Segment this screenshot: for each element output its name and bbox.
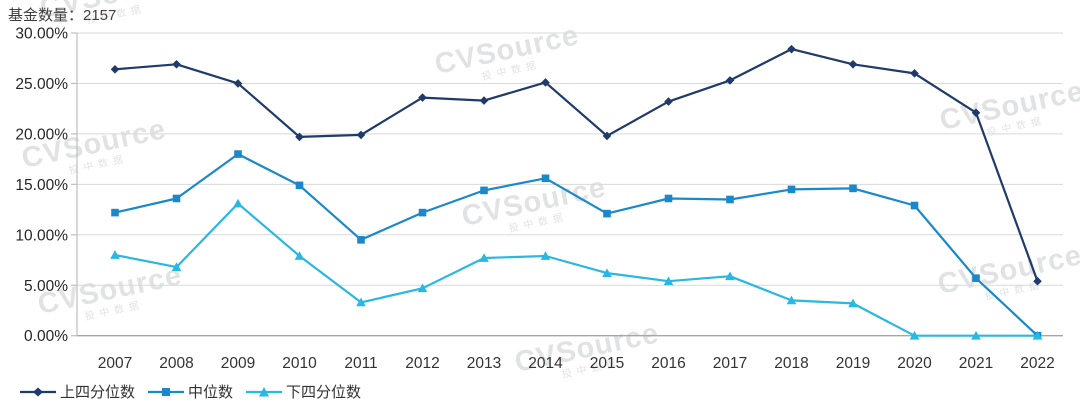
data-point-upper-quartile <box>848 59 858 69</box>
data-point-lower-quartile <box>294 251 305 260</box>
x-tick-label: 2009 <box>221 355 255 372</box>
data-point-lower-quartile <box>356 297 366 307</box>
x-tick-label: 2016 <box>651 355 685 372</box>
x-tick-label: 2021 <box>959 355 993 372</box>
data-point-upper-quartile <box>725 76 735 85</box>
data-point-lower-quartile <box>725 271 735 281</box>
data-point-upper-quartile <box>172 59 181 69</box>
data-point-lower-quartile <box>909 330 920 340</box>
x-tick-label: 2020 <box>897 355 932 372</box>
x-tick-label: 2007 <box>98 355 132 372</box>
data-point-lower-quartile <box>848 298 858 308</box>
data-point-upper-quartile <box>910 69 919 78</box>
data-point-median <box>480 186 488 195</box>
series-line-lower-quartile <box>114 202 1038 337</box>
data-point-upper-quartile <box>971 108 981 118</box>
y-tick-label: 30.00% <box>15 26 68 43</box>
data-point-lower-quartile <box>233 198 243 208</box>
data-point-lower-quartile <box>786 295 797 305</box>
diamond-marker-icon <box>20 387 56 396</box>
data-point-lower-quartile <box>663 276 674 286</box>
data-point-median <box>664 194 673 203</box>
x-tick-label: 2011 <box>344 355 377 372</box>
x-tick-label: 2013 <box>467 355 501 372</box>
data-point-upper-quartile <box>602 131 612 141</box>
series-line-median <box>114 153 1039 337</box>
data-point-upper-quartile <box>1033 276 1042 286</box>
y-tick-label: 5.00% <box>24 278 68 295</box>
data-point-lower-quartile <box>540 251 551 260</box>
data-point-upper-quartile <box>787 44 796 54</box>
data-point-median <box>295 181 304 190</box>
data-point-lower-quartile <box>110 250 120 259</box>
x-tick-label: 2015 <box>590 355 624 372</box>
series-line-upper-quartile <box>114 47 1039 282</box>
data-point-upper-quartile <box>541 78 550 87</box>
data-point-median <box>111 208 119 217</box>
data-point-upper-quartile <box>295 132 304 142</box>
data-point-upper-quartile <box>356 130 366 140</box>
data-point-lower-quartile <box>171 262 182 271</box>
data-point-lower-quartile <box>602 268 612 278</box>
data-point-upper-quartile <box>479 96 489 105</box>
data-point-median <box>418 208 427 217</box>
y-tick-label: 15.00% <box>15 177 68 194</box>
data-point-median <box>234 150 242 158</box>
data-point-median <box>726 195 734 204</box>
legend-label-median: 中位数 <box>188 384 234 401</box>
data-point-lower-quartile <box>479 253 489 262</box>
data-point-median <box>172 194 181 203</box>
y-tick-label: 20.00% <box>15 126 68 143</box>
data-point-lower-quartile <box>1032 330 1043 340</box>
triangle-marker-icon <box>246 386 283 396</box>
square-marker-icon <box>148 387 185 396</box>
data-point-upper-quartile <box>110 65 120 74</box>
data-point-upper-quartile <box>418 93 427 102</box>
x-tick-label: 2014 <box>528 355 563 372</box>
y-tick-label: 25.00% <box>15 76 68 93</box>
x-tick-label: 2012 <box>405 355 439 372</box>
legend-item-lower-quartile: 下四分位数 <box>246 381 361 402</box>
x-tick-label: 2010 <box>282 355 317 372</box>
data-point-lower-quartile <box>417 283 428 293</box>
legend-item-median: 中位数 <box>148 381 233 402</box>
x-tick-label: 2008 <box>159 355 193 372</box>
data-point-median <box>910 201 919 210</box>
data-point-upper-quartile <box>233 79 243 88</box>
data-point-upper-quartile <box>664 97 673 106</box>
fund-count-title: 基金数量：2157 <box>8 7 117 24</box>
legend-label-upper-quartile: 上四分位数 <box>60 384 136 401</box>
data-point-median <box>603 209 611 218</box>
y-tick-label: 10.00% <box>15 227 68 244</box>
y-tick-label: 0.00% <box>24 328 68 345</box>
legend: 上四分位数 中位数 下四分位数 <box>20 381 361 402</box>
data-point-median <box>972 274 980 282</box>
data-point-lower-quartile <box>971 330 981 340</box>
x-tick-label: 2019 <box>836 355 870 372</box>
legend-label-lower-quartile: 下四分位数 <box>286 384 362 401</box>
x-tick-label: 2022 <box>1020 355 1054 372</box>
legend-item-upper-quartile: 上四分位数 <box>20 381 135 402</box>
data-point-median <box>787 185 796 194</box>
x-tick-label: 2018 <box>774 355 808 372</box>
data-point-median <box>357 236 365 244</box>
x-tick-label: 2017 <box>713 355 747 372</box>
data-point-median <box>541 174 550 183</box>
data-point-median <box>849 184 857 193</box>
